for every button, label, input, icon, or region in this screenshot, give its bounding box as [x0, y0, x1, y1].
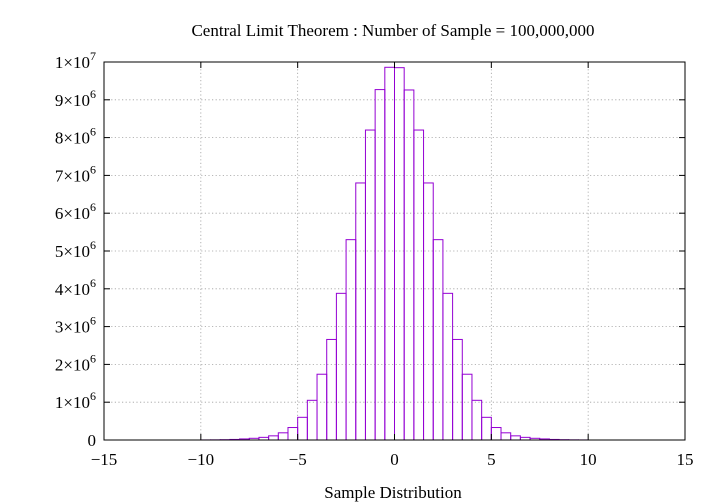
- axis-ticks: [103, 61, 686, 441]
- histogram-bar: [500, 432, 512, 441]
- x-tick-label: 10: [580, 450, 597, 469]
- y-tick-exponent: 7: [90, 49, 96, 63]
- histogram-bar: [432, 239, 444, 441]
- y-tick-label: 1×106: [55, 389, 96, 412]
- y-axis-tick-labels: 01×1062×1063×1064×1065×1066×1067×1068×10…: [55, 49, 96, 450]
- histogram-bar: [471, 399, 483, 441]
- y-tick-mantissa: 4×10: [55, 280, 90, 299]
- histogram-bar: [277, 432, 289, 441]
- histogram-bar: [461, 373, 473, 441]
- histogram-bar: [403, 89, 415, 441]
- y-tick-mantissa: 7×10: [55, 166, 90, 185]
- y-tick-exponent: 6: [90, 314, 96, 328]
- y-tick-exponent: 6: [90, 351, 96, 365]
- histogram-bar: [423, 182, 434, 441]
- y-tick-mantissa: 0: [88, 431, 97, 450]
- histogram-bar: [316, 373, 328, 441]
- histogram-bar: [287, 427, 299, 441]
- y-tick-exponent: 6: [90, 238, 96, 252]
- histogram-bar: [490, 427, 502, 441]
- y-tick-mantissa: 2×10: [55, 355, 90, 374]
- histogram-bar: [452, 338, 463, 441]
- histogram-bar: [268, 435, 279, 441]
- y-tick-label: 9×106: [55, 87, 96, 110]
- x-tick-label: −5: [289, 450, 307, 469]
- y-tick-mantissa: 8×10: [55, 129, 90, 148]
- histogram-bar: [374, 89, 386, 441]
- y-tick-label: 0: [88, 431, 97, 450]
- histogram-bar: [481, 416, 492, 441]
- histogram-bar: [326, 338, 337, 441]
- y-tick-label: 8×106: [55, 125, 96, 148]
- y-tick-label: 4×106: [55, 276, 96, 299]
- x-tick-label: −10: [188, 450, 215, 469]
- y-tick-mantissa: 9×10: [55, 91, 90, 110]
- y-tick-mantissa: 6×10: [55, 204, 90, 223]
- histogram-bar: [335, 292, 347, 441]
- x-tick-label: 5: [487, 450, 496, 469]
- histogram-bar: [345, 239, 357, 441]
- histogram-bar: [394, 67, 405, 441]
- y-tick-label: 5×106: [55, 238, 96, 261]
- y-tick-label: 7×106: [55, 162, 96, 185]
- y-tick-exponent: 6: [90, 276, 96, 290]
- y-tick-label: 3×106: [55, 314, 96, 337]
- y-tick-mantissa: 3×10: [55, 318, 90, 337]
- y-tick-exponent: 6: [90, 162, 96, 176]
- y-tick-exponent: 6: [90, 200, 96, 214]
- histogram-bar: [306, 399, 318, 441]
- histogram-bar: [355, 182, 366, 441]
- histogram-bar: [297, 416, 308, 441]
- histogram-bar: [413, 129, 425, 441]
- histogram-bars: [200, 66, 589, 441]
- y-tick-exponent: 6: [90, 389, 96, 403]
- y-tick-exponent: 6: [90, 87, 96, 101]
- y-tick-exponent: 6: [90, 125, 96, 139]
- x-axis-tick-labels: −15 −10 −5 0 5 10 15: [91, 450, 694, 469]
- histogram-bar: [510, 435, 521, 441]
- y-tick-mantissa: 1×10: [55, 393, 90, 412]
- y-tick-label: 6×106: [55, 200, 96, 223]
- y-tick-label: 1×107: [55, 49, 96, 72]
- chart-title: Central Limit Theorem : Number of Sample…: [191, 21, 594, 40]
- x-tick-label: 15: [677, 450, 694, 469]
- histogram-bar: [364, 129, 376, 441]
- x-tick-label: −15: [91, 450, 118, 469]
- y-tick-mantissa: 1×10: [55, 53, 90, 72]
- histogram-bar: [384, 66, 396, 441]
- y-tick-label: 2×106: [55, 351, 96, 374]
- x-tick-label: 0: [390, 450, 399, 469]
- x-axis-label: Sample Distribution: [324, 483, 462, 502]
- histogram-bar: [442, 292, 454, 441]
- y-tick-mantissa: 5×10: [55, 242, 90, 261]
